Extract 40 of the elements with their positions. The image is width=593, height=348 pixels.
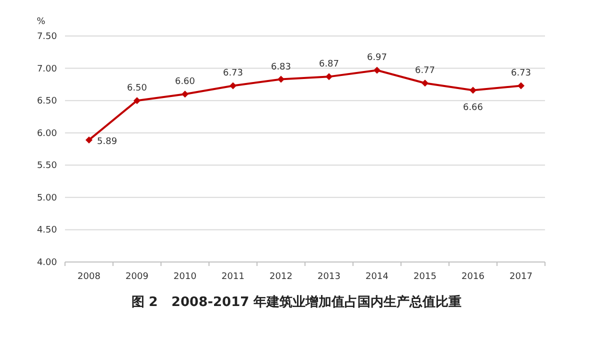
y-tick-label: 4.50 (36, 226, 58, 236)
point (230, 82, 236, 90)
y-tick-label: 7.00 (36, 64, 58, 74)
x-tick-label: 2017 (510, 272, 532, 282)
y-tick-label: 4.00 (36, 258, 58, 268)
x-tick-label: 2013 (318, 272, 340, 282)
data-label: 6.66 (462, 103, 484, 114)
x-tick-label: 2010 (174, 272, 197, 282)
data-label: 5.89 (97, 136, 118, 147)
x-tick-label: 2015 (414, 272, 436, 282)
point (374, 66, 380, 74)
x-tick-label: 2008 (78, 272, 101, 282)
y-tick-label: 6.00 (36, 128, 58, 139)
x-tick-label: 2016 (462, 272, 485, 282)
x-tick-label: 2009 (126, 272, 149, 282)
data-label: 6.73 (222, 68, 244, 79)
data-label: 6.73 (510, 68, 532, 79)
x-tick-label: 2014 (366, 272, 389, 282)
data-label: 6.50 (126, 84, 148, 94)
point (278, 76, 284, 83)
y-tick-label: 5.50 (36, 161, 58, 172)
data-label: 6.87 (318, 60, 340, 70)
point (518, 82, 524, 90)
data-label: 6.83 (270, 62, 292, 72)
data-label: 6.97 (366, 53, 388, 64)
y-tick-label: 6.50 (36, 96, 58, 107)
y-axis-title: % (36, 17, 46, 27)
data-label: 6.60 (174, 77, 196, 88)
y-tick-label: 7.50 (36, 32, 58, 42)
y-tick-label: 5.00 (36, 193, 58, 204)
point (134, 97, 140, 104)
data-label: 6.77 (414, 66, 436, 76)
x-tick-label: 2012 (270, 272, 292, 282)
point (422, 80, 428, 87)
point (326, 73, 332, 80)
point (470, 86, 476, 94)
point (86, 136, 92, 144)
point (182, 90, 188, 98)
text: 图 2 2008-2017 年建筑业增加值占国内生产总值比重 (131, 294, 462, 310)
x-tick-label: 2011 (222, 272, 244, 282)
